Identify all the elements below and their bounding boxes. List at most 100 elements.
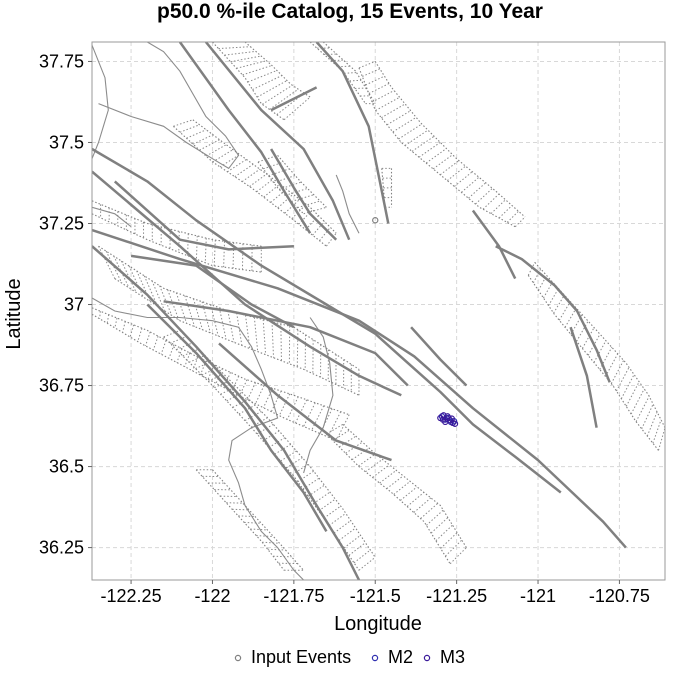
fault-zone-rung [375,96,400,111]
fault-zone-rung [646,411,658,437]
fault-zone-rung [365,458,383,473]
fault-zone-rung [439,160,460,176]
fault-zone-rung [286,396,299,420]
fault-zone-rung [271,321,275,358]
grid [92,42,665,580]
fault-zone-rung [553,294,565,314]
fault-zone-rung [283,96,311,121]
fault-zone-rung [249,173,267,187]
fault-zone-edge [527,274,659,451]
fault-zone-rung [381,103,406,119]
fault-zone-rung [620,374,635,399]
y-tick-label: 36.25 [39,538,84,558]
fault-zone-rung [323,505,341,519]
fault-zone-rung [263,183,281,198]
fault-zone-rung [256,535,274,538]
legend-entry: M2 [388,647,413,667]
fault-zone-rung [625,381,640,407]
fault-zone-rung [658,427,665,451]
fault-zone-rung [333,520,351,534]
fault-zone-rung [238,515,256,518]
fault-zone-rung [435,524,453,542]
fault-zone-rung [163,329,181,338]
fault-zone-rung [176,342,193,351]
fault-zone-rung [144,331,151,347]
fault-trace [146,303,328,533]
fault-zone-rung [344,72,357,74]
fault-zone-rung [468,182,487,199]
fault-zone-rung [615,367,630,392]
coastline [92,44,109,159]
fault-zone-rung [195,235,198,260]
fault-zone-rung [270,390,282,412]
fault-zone-rung [319,408,333,434]
fault-zone-rung [184,295,196,327]
fault-zone-rung [652,419,662,444]
fault-zone-rung [406,491,425,507]
fault-zone-edge [173,125,327,247]
fault-zone-rung [252,75,283,90]
event-point [439,416,447,423]
fault-zone-rung [236,60,267,69]
y-tick-label: 37.75 [39,51,84,71]
fault-zone-rung [335,414,350,441]
event-markers [372,217,459,427]
fault-zone-rung [204,238,207,263]
fault-zone-rung [398,123,423,140]
fault-zone-edge [342,423,467,548]
fault-zone-rung [199,360,207,376]
fault-zone-rung [327,411,342,438]
fault-zone-rung [425,148,447,164]
fault-zone-rung [224,50,256,56]
fault-zone-rung [576,320,589,342]
fault-zone-rung [368,83,390,94]
fault-zone-rung [338,527,356,541]
fault-zone-edge [534,262,665,428]
fault-zone-rung [558,301,571,321]
fault-zone-rung [253,317,259,352]
plot-frame [91,41,666,581]
fault-trace [113,180,294,251]
fault-zone-rung [311,405,325,431]
fault-zone-rung [241,168,261,183]
coastline [303,317,334,474]
fault-zone-rung [349,79,362,82]
fault-zone-rung [262,541,280,544]
coastline [92,206,132,228]
fault-trace [471,209,517,280]
x-tick-label: -122 [194,586,230,606]
fault-zone-rung [227,158,247,173]
legend-marker [234,654,242,662]
fault-zone-rung [593,340,607,363]
fault-zone-rung [256,80,288,98]
fault-zone-rung [297,200,321,209]
fault-zone-rung [587,333,601,356]
fault-zone-edge [212,469,305,571]
fault-zone-rung [418,141,441,158]
fault-zone-rung [262,84,293,105]
fault-zone-rung [548,288,559,306]
fault-zone-rung [527,262,536,276]
y-tick-label: 36.5 [49,457,84,477]
fault-zone-edge [212,42,285,121]
fault-zone-rung [296,329,299,367]
fault-zone-rung [400,486,418,501]
event-point [444,413,451,420]
fault-zone-rung [262,319,267,355]
fault-zone-rung [199,139,220,151]
fault-zone-rung [195,361,212,370]
fault-zone-rung [280,323,282,361]
fault-zone-rung [212,149,234,163]
x-tick-label: -121 [520,586,556,606]
x-tick-label: -121.5 [350,586,401,606]
fault-zone-rung [630,388,645,415]
fault-zone-rung [326,232,337,247]
fault-zone-rung [192,134,214,145]
fault-zone-rung [454,171,473,187]
fault-zone-edge [195,469,285,571]
fault-zone-rung [449,547,467,565]
y-axis-ticks: 36.25 36.5 36.75 37 37.25 37.5 37.75 [39,51,92,558]
fault-zone-rung [426,509,444,526]
fault-zone-rung [173,119,194,127]
legend-marker [423,654,431,662]
